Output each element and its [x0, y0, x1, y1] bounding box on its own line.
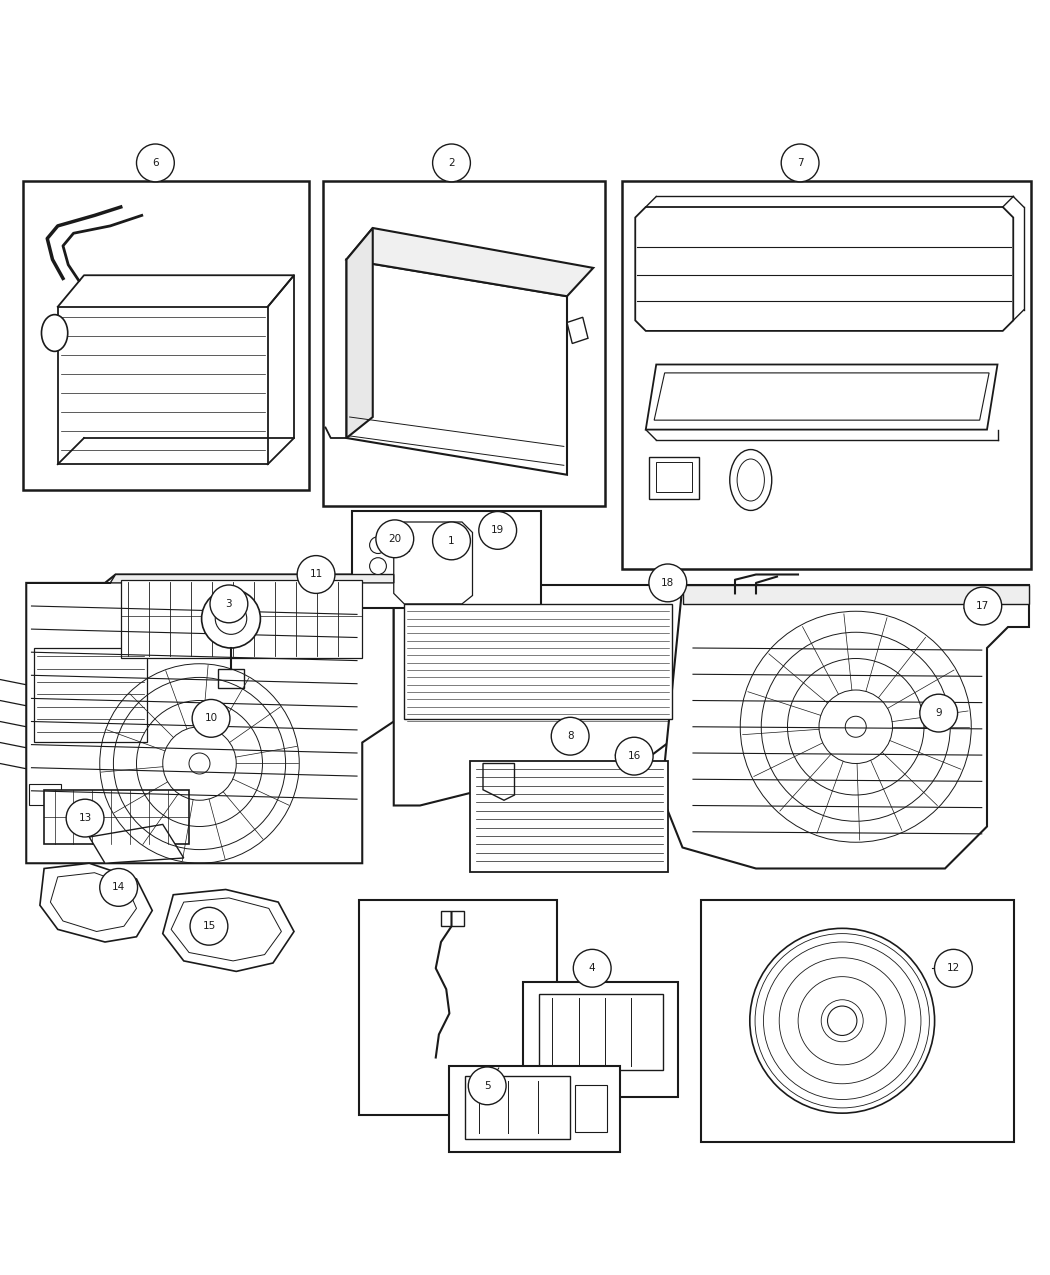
- Text: 7: 7: [797, 158, 803, 168]
- Text: 3: 3: [226, 599, 232, 609]
- Bar: [470, 761, 668, 872]
- Polygon shape: [163, 890, 294, 972]
- Polygon shape: [682, 585, 1029, 604]
- Text: 5: 5: [484, 1081, 490, 1091]
- Bar: [323, 181, 605, 506]
- Circle shape: [370, 537, 386, 553]
- Text: 2: 2: [448, 158, 455, 168]
- Bar: [539, 994, 663, 1070]
- Polygon shape: [654, 372, 989, 421]
- Circle shape: [615, 737, 653, 775]
- Polygon shape: [40, 863, 152, 942]
- Polygon shape: [567, 317, 588, 343]
- Text: 16: 16: [628, 751, 640, 761]
- Text: 9: 9: [936, 708, 942, 718]
- Circle shape: [202, 589, 260, 648]
- Text: 4: 4: [589, 963, 595, 973]
- Polygon shape: [635, 207, 1013, 332]
- Polygon shape: [121, 580, 362, 658]
- Polygon shape: [346, 228, 373, 439]
- Polygon shape: [404, 604, 672, 719]
- Bar: [29, 784, 61, 806]
- Bar: [359, 900, 556, 1116]
- Circle shape: [479, 511, 517, 550]
- Text: 11: 11: [310, 570, 322, 580]
- Text: 20: 20: [388, 534, 401, 544]
- Polygon shape: [58, 307, 268, 464]
- Bar: [44, 789, 189, 844]
- Polygon shape: [662, 585, 1029, 868]
- Bar: [413, 529, 455, 556]
- Circle shape: [433, 144, 470, 182]
- Circle shape: [433, 521, 470, 560]
- Circle shape: [100, 868, 138, 907]
- Text: 8: 8: [567, 731, 573, 741]
- Circle shape: [297, 556, 335, 593]
- Circle shape: [190, 908, 228, 945]
- Circle shape: [468, 1067, 506, 1104]
- Circle shape: [964, 586, 1002, 625]
- Text: 19: 19: [491, 525, 504, 536]
- Polygon shape: [394, 585, 682, 806]
- Polygon shape: [26, 575, 394, 863]
- Bar: [622, 181, 1031, 569]
- Circle shape: [934, 950, 972, 987]
- Bar: [23, 181, 309, 491]
- Bar: [575, 1085, 607, 1132]
- Bar: [218, 669, 244, 688]
- Bar: [441, 910, 464, 926]
- Bar: [701, 900, 1014, 1141]
- Circle shape: [920, 694, 958, 732]
- Polygon shape: [50, 872, 136, 932]
- Circle shape: [215, 603, 247, 635]
- Text: 1: 1: [448, 536, 455, 546]
- Bar: [656, 462, 692, 492]
- Circle shape: [551, 718, 589, 755]
- Text: 18: 18: [662, 578, 674, 588]
- Text: 17: 17: [976, 601, 989, 611]
- Polygon shape: [34, 648, 147, 742]
- Bar: [465, 1076, 570, 1140]
- Bar: [523, 982, 678, 1098]
- Text: 15: 15: [203, 922, 215, 931]
- Text: 12: 12: [947, 963, 960, 973]
- Circle shape: [376, 520, 414, 557]
- Circle shape: [649, 564, 687, 602]
- Circle shape: [66, 799, 104, 836]
- Circle shape: [210, 585, 248, 622]
- Bar: [352, 511, 541, 608]
- Ellipse shape: [737, 459, 764, 501]
- Ellipse shape: [41, 315, 67, 352]
- Polygon shape: [89, 825, 184, 863]
- Circle shape: [750, 928, 934, 1113]
- Circle shape: [573, 950, 611, 987]
- Text: 13: 13: [79, 813, 91, 824]
- Polygon shape: [26, 575, 394, 583]
- Circle shape: [781, 144, 819, 182]
- Polygon shape: [346, 228, 593, 296]
- Polygon shape: [346, 260, 567, 474]
- Bar: [449, 1066, 620, 1153]
- Text: 10: 10: [205, 713, 217, 723]
- Polygon shape: [394, 521, 472, 604]
- Ellipse shape: [730, 450, 772, 510]
- Text: 14: 14: [112, 882, 125, 892]
- Polygon shape: [171, 898, 281, 961]
- Polygon shape: [646, 365, 998, 430]
- Circle shape: [192, 700, 230, 737]
- Polygon shape: [483, 764, 514, 801]
- Bar: [649, 456, 699, 499]
- Circle shape: [370, 557, 386, 575]
- Circle shape: [827, 1006, 857, 1035]
- Circle shape: [136, 144, 174, 182]
- Text: 6: 6: [152, 158, 159, 168]
